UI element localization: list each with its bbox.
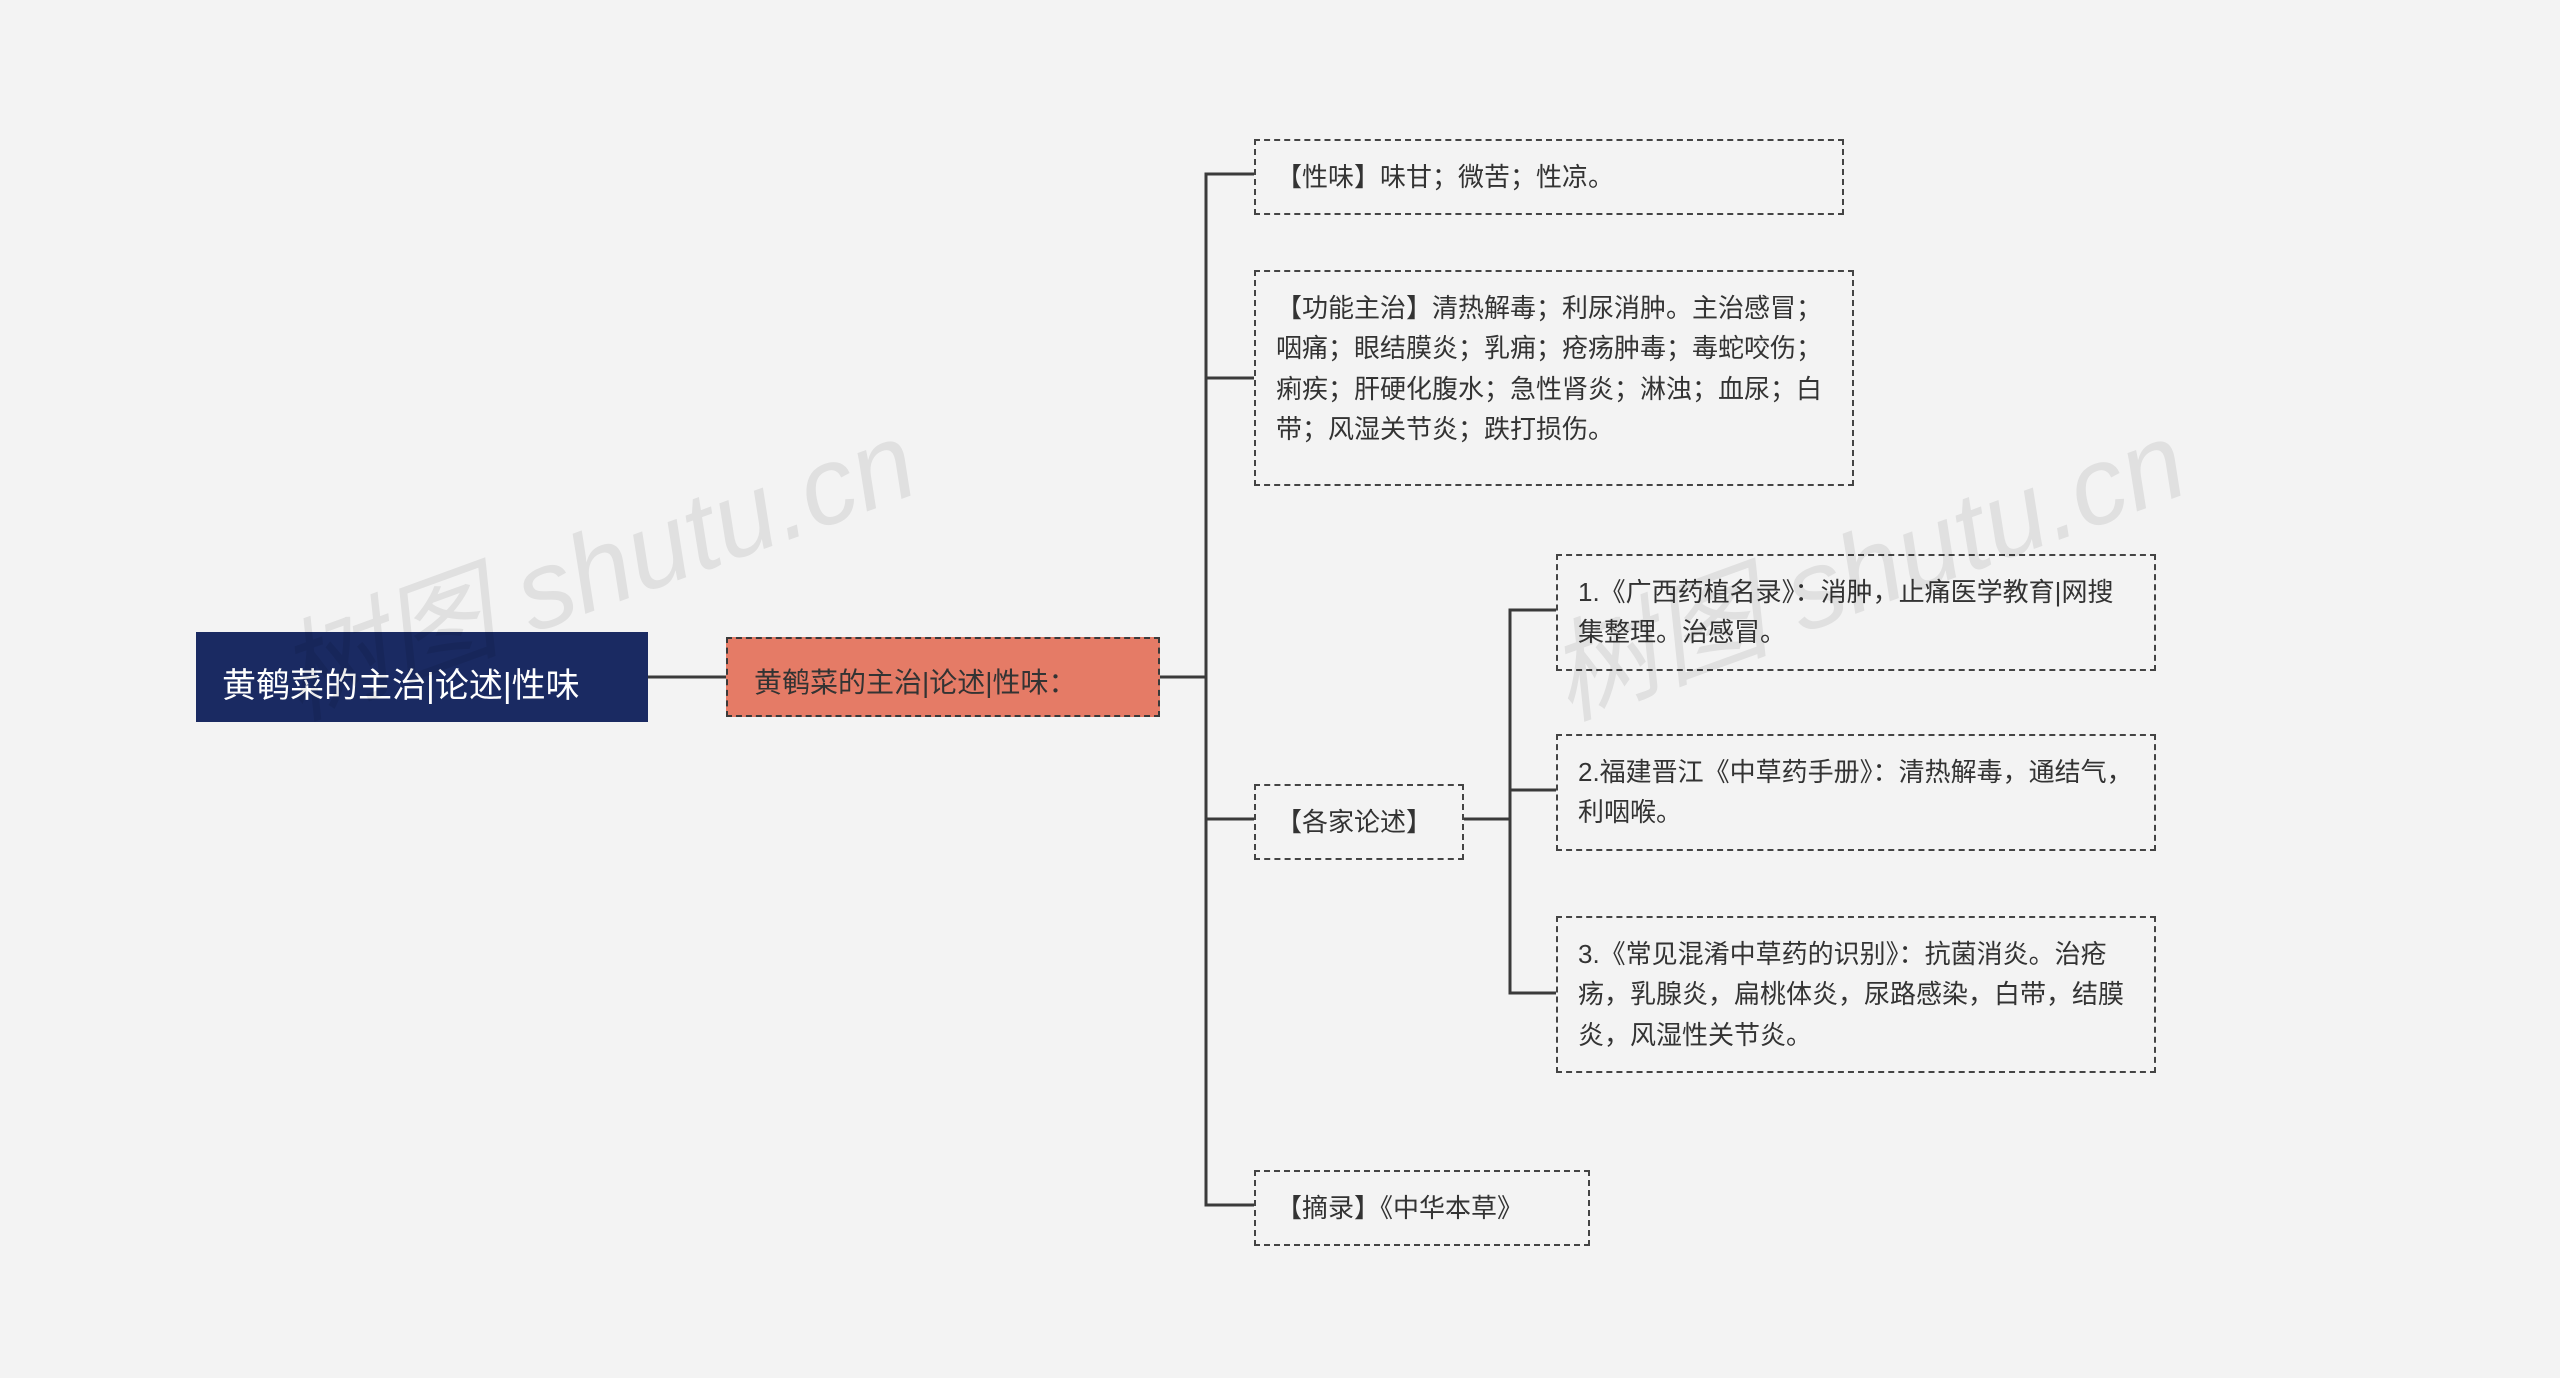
connector-line (1464, 790, 1556, 819)
connector-line (1160, 677, 1254, 1205)
sub-leaf-node-l1[interactable]: 1.《广西药植名录》：消肿，止痛医学教育|网搜集整理。治感冒。 (1556, 554, 2156, 671)
sub-leaf-node-l2[interactable]: 2.福建晋江《中草药手册》：清热解毒，通结气，利咽喉。 (1556, 734, 2156, 851)
connector-line (1160, 378, 1254, 677)
connector-line (1464, 610, 1556, 819)
leaf-node-gongneng[interactable]: 【功能主治】清热解毒；利尿消肿。主治感冒；咽痛；眼结膜炎；乳痈；疮疡肿毒；毒蛇咬… (1254, 270, 1854, 486)
leaf-node-xingwei[interactable]: 【性味】味甘；微苦；性凉。 (1254, 139, 1844, 215)
connector-line (1160, 174, 1254, 677)
connector-line (1160, 677, 1254, 819)
leaf-node-lunshu[interactable]: 【各家论述】 (1254, 784, 1464, 860)
sub-leaf-node-l3[interactable]: 3.《常见混淆中草药的识别》：抗菌消炎。治疮疡，乳腺炎，扁桃体炎，尿路感染，白带… (1556, 916, 2156, 1073)
connector-line (1464, 819, 1556, 993)
subtitle-node[interactable]: 黄鹌菜的主治|论述|性味： (726, 637, 1160, 717)
leaf-node-zhailu[interactable]: 【摘录】《中华本草》 (1254, 1170, 1590, 1246)
root-node[interactable]: 黄鹌菜的主治|论述|性味 (196, 632, 648, 722)
